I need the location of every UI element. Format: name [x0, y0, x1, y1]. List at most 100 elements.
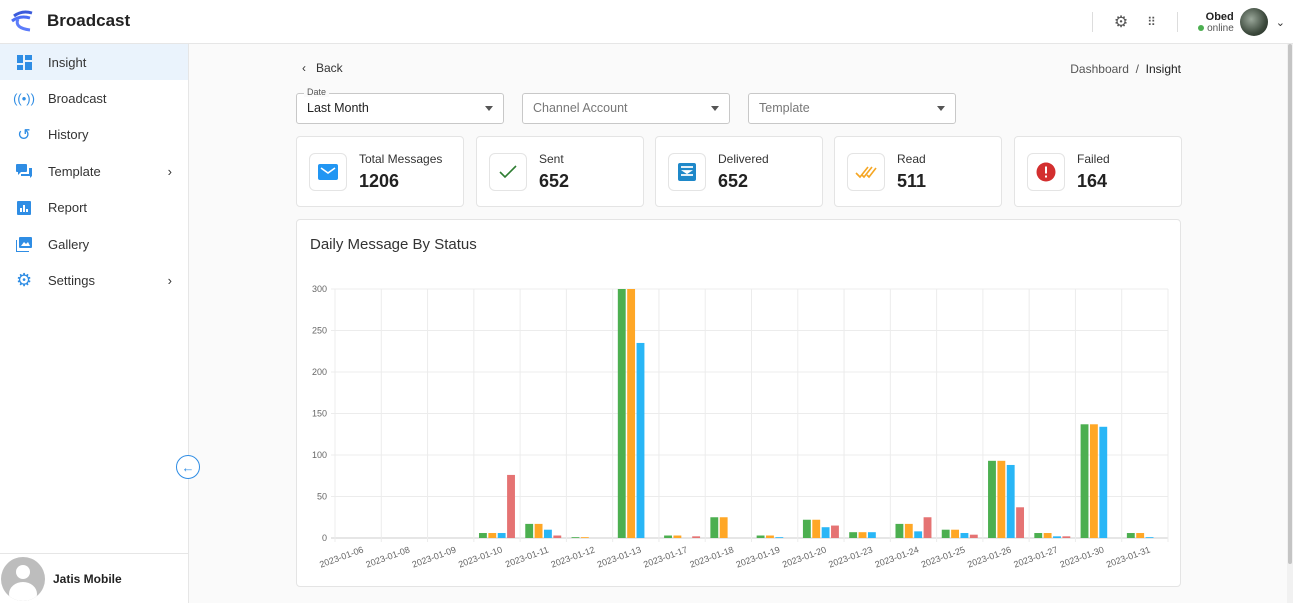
bar-2023-01-31-series-0 [1126, 533, 1135, 538]
settings-gear-icon[interactable]: ⚙ [1113, 14, 1129, 31]
bar-2023-01-20-series-3 [831, 525, 839, 538]
history-icon: ↺ [17, 126, 31, 144]
bar-2023-01-19-series-0 [756, 535, 765, 538]
account-name: Jatis Mobile [53, 571, 122, 586]
bar-2023-01-12-series-0 [571, 537, 580, 538]
stat-card-delivered: Delivered 652 [655, 136, 823, 207]
stat-label: Total Messages [359, 152, 443, 166]
bar-2023-01-27-series-1 [1043, 533, 1052, 538]
divider [1092, 12, 1094, 32]
bar-2023-01-18-series-0 [710, 517, 719, 538]
sidebar-item-settings[interactable]: ⚙ Settings › [0, 262, 188, 298]
stat-value: 511 [897, 171, 927, 191]
bar-2023-01-30-series-0 [1080, 424, 1089, 538]
x-tick-label: 2023-01-20 [781, 544, 828, 569]
divider [1177, 12, 1179, 32]
template-select[interactable]: Template [748, 93, 956, 124]
bar-2023-01-24-series-1 [904, 523, 913, 538]
sidebar-item-label: Template [48, 163, 101, 179]
bar-2023-01-30-series-1 [1089, 424, 1098, 538]
sidebar-item-label: History [48, 127, 89, 143]
chevron-down-icon[interactable]: ⌄ [1275, 16, 1285, 29]
bar-2023-01-23-series-2 [867, 532, 876, 538]
avatar[interactable] [1239, 8, 1268, 36]
arrow-left-icon: ← [181, 459, 195, 475]
channel-placeholder: Channel Account [533, 101, 628, 115]
sidebar-item-label: Settings [48, 273, 95, 289]
error-icon [1027, 153, 1065, 191]
bar-2023-01-31-series-1 [1136, 533, 1145, 538]
sidebar: Insight ((•)) Broadcast ↺ History Template… [0, 44, 189, 603]
x-tick-label: 2023-01-23 [827, 544, 874, 569]
sidebar-item-broadcast[interactable]: ((•)) Broadcast [0, 80, 188, 116]
dropdown-arrow-icon [937, 106, 945, 111]
x-tick-label: 2023-01-08 [364, 544, 411, 569]
page-scrollbar[interactable] [1287, 44, 1293, 603]
sidebar-item-template[interactable]: Template › [0, 153, 188, 189]
app-title: Broadcast [47, 11, 131, 30]
user-status: online [1207, 22, 1234, 34]
scrollbar-thumb[interactable] [1288, 44, 1292, 564]
inbox-icon [668, 153, 706, 191]
bar-2023-01-20-series-1 [812, 519, 821, 538]
dropdown-arrow-icon [711, 106, 719, 111]
sidebar-item-label: Insight [48, 54, 87, 70]
stat-card-read: Read 511 [834, 136, 1002, 207]
chevron-right-icon: › [167, 163, 172, 179]
bar-2023-01-27-series-2 [1053, 536, 1061, 538]
x-tick-label: 2023-01-10 [457, 544, 504, 569]
chevron-left-icon: ‹ [302, 61, 306, 75]
x-tick-label: 2023-01-06 [318, 544, 365, 569]
bar-2023-01-10-series-1 [488, 533, 497, 538]
dashboard-icon [16, 54, 32, 70]
user-info[interactable]: Obed online [1198, 11, 1234, 34]
x-tick-label: 2023-01-24 [873, 544, 920, 569]
date-select[interactable]: Date Last Month [296, 87, 504, 124]
back-button[interactable]: ‹ Back [302, 61, 343, 75]
bar-2023-01-13-series-1 [627, 289, 636, 538]
bar-2023-01-24-series-2 [914, 531, 923, 538]
sidebar-item-history[interactable]: ↺ History [0, 117, 188, 153]
bar-2023-01-26-series-2 [1006, 464, 1015, 538]
sidebar-item-insight[interactable]: Insight [0, 44, 188, 81]
x-tick-label: 2023-01-31 [1105, 544, 1152, 569]
bar-2023-01-30-series-2 [1099, 426, 1108, 538]
bar-2023-01-26-series-0 [988, 460, 996, 538]
online-dot-icon [1198, 24, 1205, 31]
antenna-icon: ((•)) [13, 91, 35, 107]
channel-account-select[interactable]: Channel Account [522, 93, 730, 124]
sidebar-item-gallery[interactable]: Gallery [0, 226, 188, 262]
double-check-icon [847, 153, 885, 191]
bar-2023-01-26-series-3 [1016, 507, 1025, 538]
date-value: Last Month [307, 101, 369, 115]
stat-value: 164 [1077, 171, 1108, 191]
bar-2023-01-20-series-0 [802, 519, 811, 538]
x-tick-label: 2023-01-11 [504, 544, 550, 569]
user-avatar-icon [1, 556, 45, 601]
stat-label: Sent [539, 152, 564, 166]
stat-card-total: Total Messages 1206 [296, 136, 464, 207]
mail-icon [309, 153, 347, 191]
apps-grid-icon[interactable]: ⠿ [1147, 15, 1156, 29]
bar-2023-01-25-series-1 [951, 529, 959, 538]
collapse-sidebar-button[interactable]: ← [176, 455, 200, 479]
bar-2023-01-11-series-0 [525, 523, 534, 538]
bar-2023-01-27-series-3 [1062, 536, 1071, 538]
sidebar-item-report[interactable]: Report [0, 190, 188, 226]
breadcrumb-dashboard[interactable]: Dashboard [1070, 62, 1129, 76]
x-tick-label: 2023-01-18 [688, 544, 735, 569]
bar-2023-01-11-series-1 [534, 523, 543, 538]
top-header: Broadcast ⚙ ⠿ Obed online ⌄ [0, 0, 1293, 44]
stat-label: Delivered [718, 152, 769, 166]
chart-card: Daily Message By Status 0 50 100 150 200 250 3… [296, 219, 1181, 587]
bar-2023-01-17-series-3 [692, 536, 701, 538]
bar-2023-01-13-series-2 [636, 342, 645, 538]
x-tick-label: 2023-01-30 [1059, 544, 1106, 569]
gear-icon: ⚙ [15, 270, 33, 291]
stat-card-sent: Sent 652 [476, 136, 644, 207]
back-label: Back [316, 61, 343, 75]
bar-2023-01-11-series-3 [553, 535, 562, 538]
bar-2023-01-10-series-2 [497, 533, 506, 538]
bar-2023-01-25-series-2 [960, 533, 969, 538]
